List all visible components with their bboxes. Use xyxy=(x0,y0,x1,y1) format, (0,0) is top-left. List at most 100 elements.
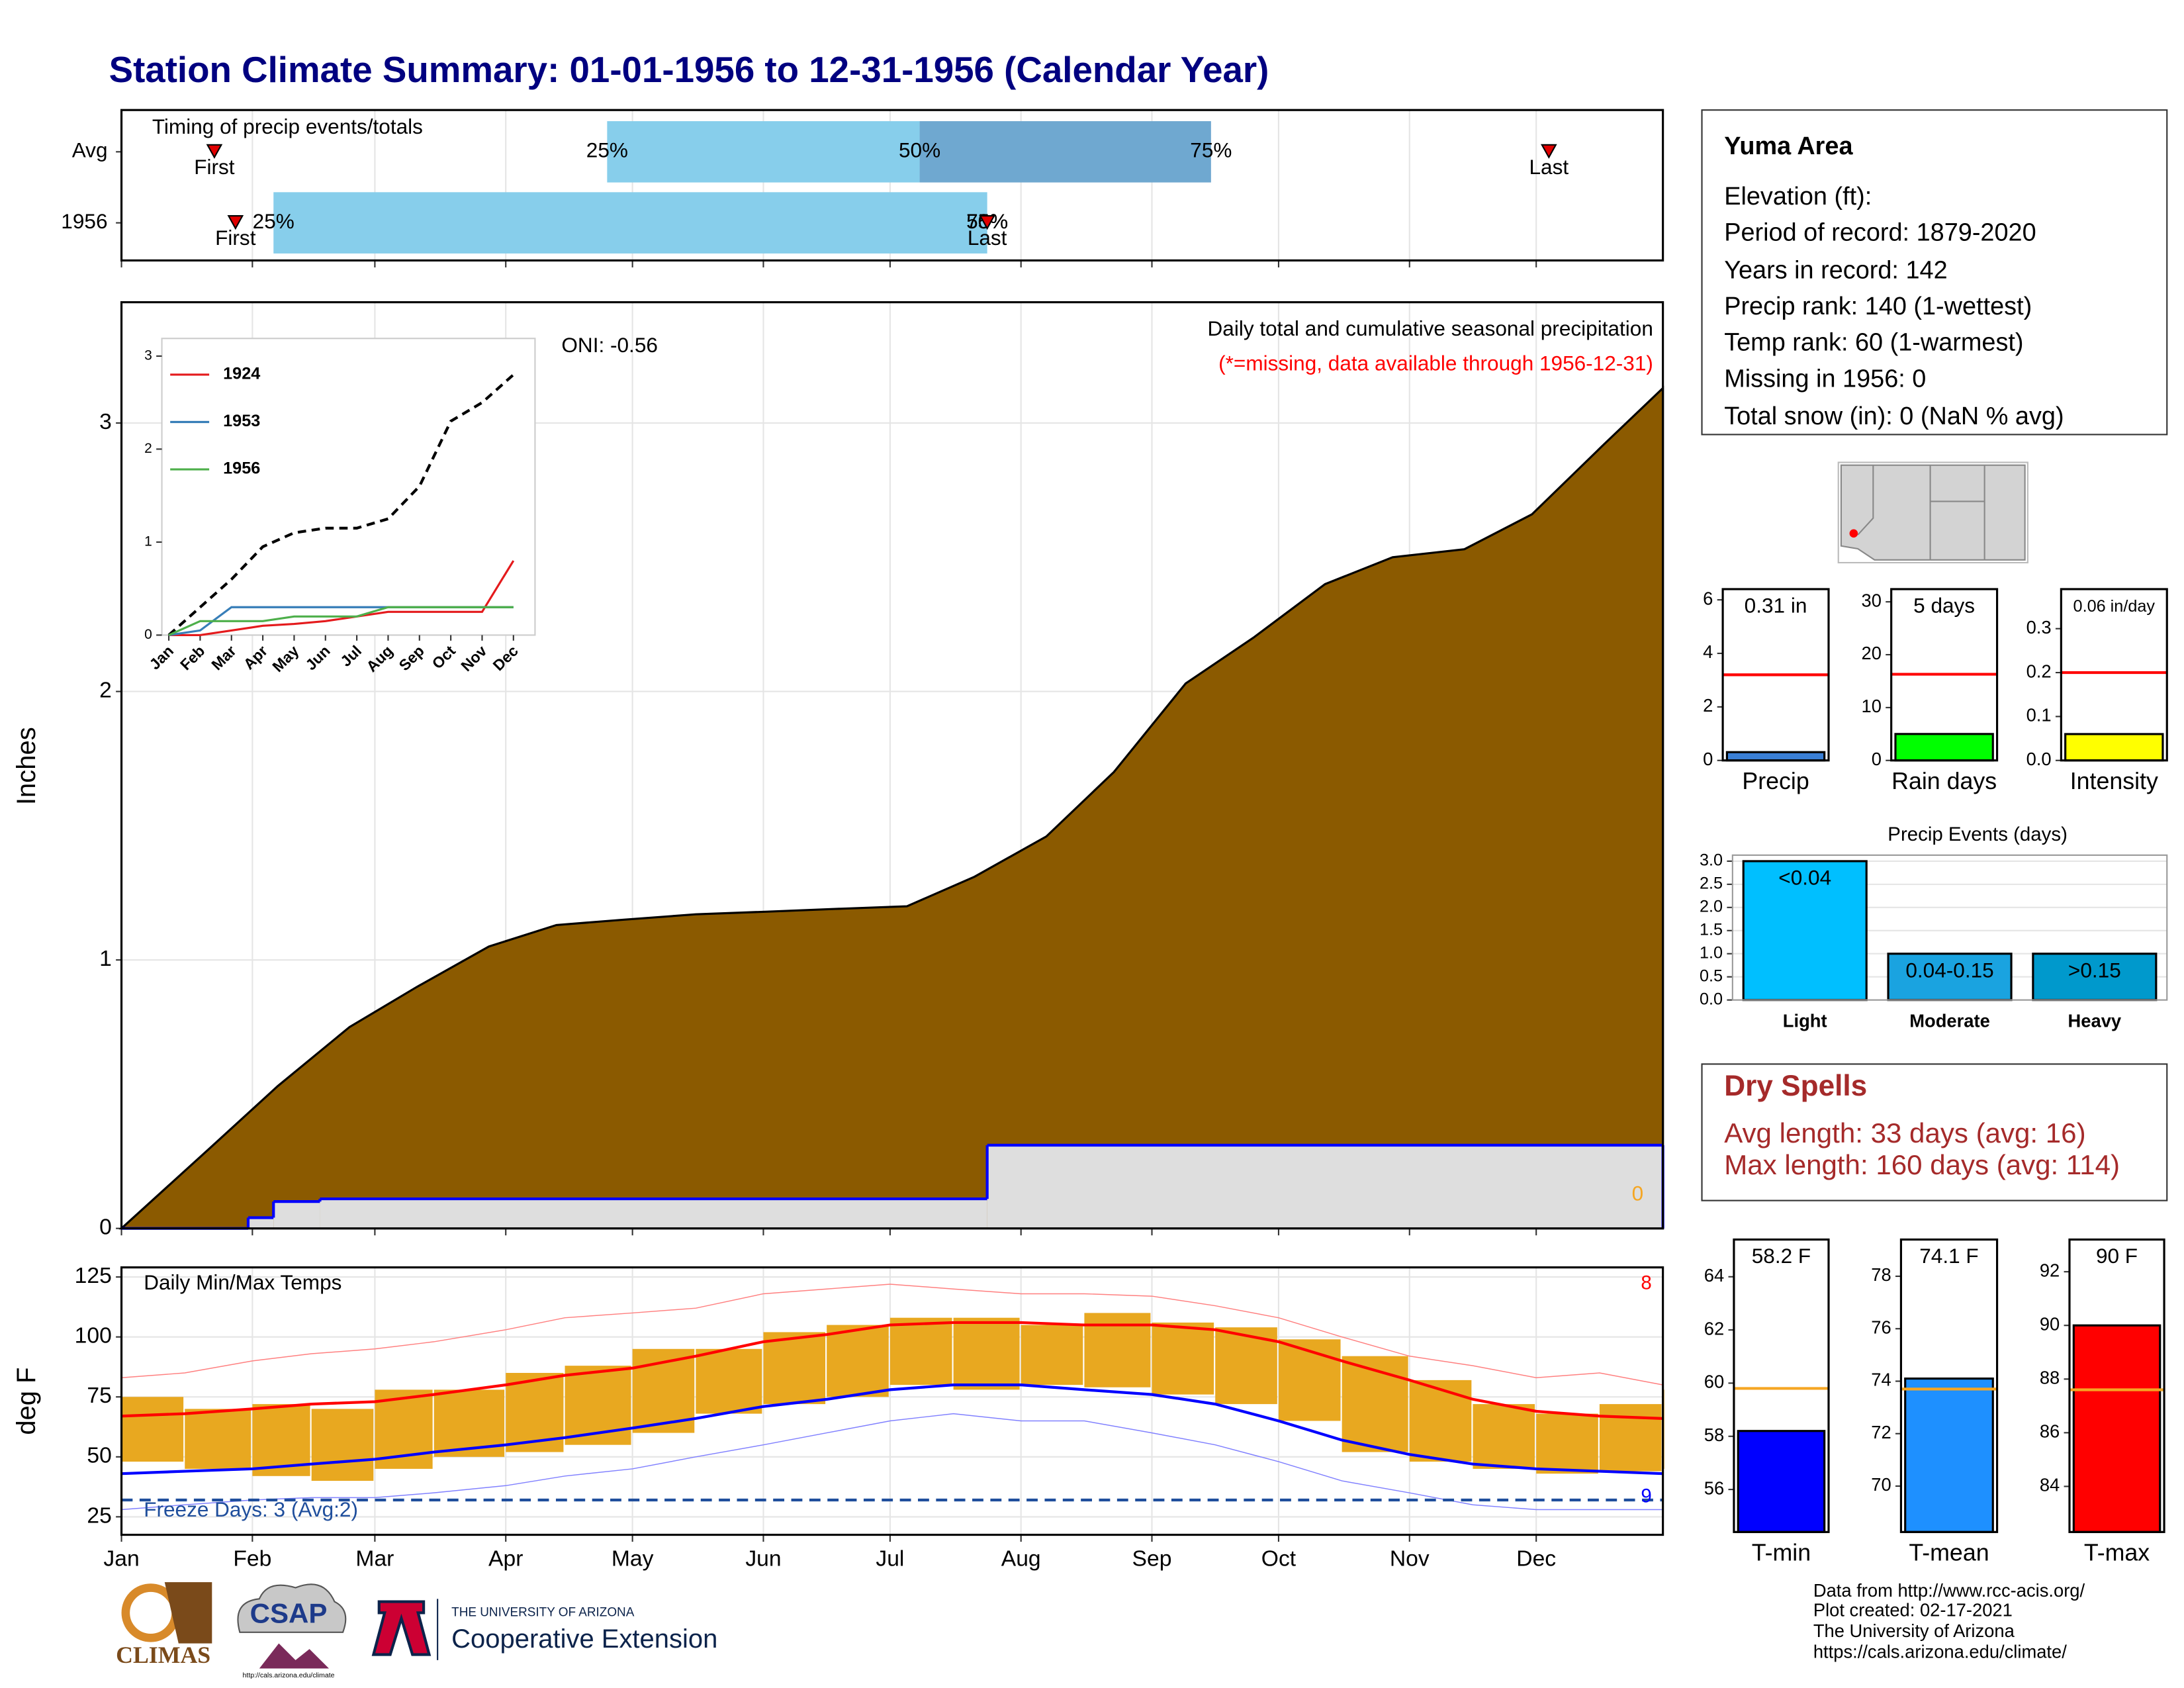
logo-shape xyxy=(164,1582,212,1644)
x-tick-label: Mar xyxy=(355,1546,394,1571)
quantile-bar xyxy=(273,192,987,254)
observed-area xyxy=(320,1199,987,1229)
plot-frame xyxy=(1890,588,1999,762)
inset-background xyxy=(161,338,536,636)
quantile-label: 25% xyxy=(253,209,295,233)
temperature-line xyxy=(121,1413,1663,1511)
bar xyxy=(1742,860,1868,1002)
y-tick-label: 75 xyxy=(87,1383,111,1408)
y-tick-label: 88 xyxy=(2040,1368,2060,1388)
legend-label: 1924 xyxy=(223,365,260,383)
dry-spells-line: Max length: 160 days (avg: 114) xyxy=(1724,1149,2120,1180)
temperature-bar xyxy=(1536,1413,1598,1474)
y-tick-label: 58 xyxy=(1704,1425,1724,1445)
station-line: Elevation (ft): xyxy=(1724,183,1872,211)
plot-frame xyxy=(1733,1238,1830,1533)
x-axis-label: Rain days xyxy=(1891,768,1997,794)
x-axis-label: T-max xyxy=(2084,1539,2150,1566)
page-title: Station Climate Summary: 01-01-1956 to 1… xyxy=(109,49,1269,90)
x-tick-label: May xyxy=(612,1546,654,1571)
x-tick-label: Jan xyxy=(103,1546,139,1571)
quantile-label: 50% xyxy=(899,138,940,162)
y-tick-label: 50 xyxy=(87,1444,111,1468)
temperature-bar xyxy=(1021,1325,1083,1385)
csap-logo: CSAP http://cals.arizona.edu/climate xyxy=(237,1583,347,1679)
value-label: 5 days xyxy=(1913,594,1975,618)
legend-label: 1956 xyxy=(223,459,260,478)
value-label: 0.31 in xyxy=(1745,594,1807,618)
x-tick-label: Sep xyxy=(1132,1546,1172,1571)
temperature-line xyxy=(121,1383,1663,1476)
y-tick-label: 4 xyxy=(1703,641,1713,662)
event-label: Last xyxy=(1529,155,1569,179)
y-tick-label: 3.0 xyxy=(1700,851,1723,870)
quantile-label: 25% xyxy=(586,138,628,162)
station-line: Years in record: 142 xyxy=(1724,256,1947,284)
x-tick-label: Apr xyxy=(488,1546,523,1571)
dry-spells-panel xyxy=(1701,1063,2168,1201)
y-tick-label: 125 xyxy=(75,1264,112,1288)
station-location xyxy=(1849,529,1858,538)
station-line: Period of record: 1879-2020 xyxy=(1724,218,2036,246)
quantile-bar xyxy=(607,121,920,183)
y-tick-label: 10 xyxy=(1862,696,1882,716)
y-tick-label: 84 xyxy=(2040,1475,2060,1495)
temperature-line xyxy=(121,1284,1663,1385)
y-tick-label: 2 xyxy=(1703,695,1713,716)
logo-text: THE UNIVERSITY OF ARIZONA xyxy=(451,1605,635,1619)
logo-shape xyxy=(237,1583,347,1633)
bar xyxy=(1887,953,2013,1002)
y-tick-label: 1956 xyxy=(61,209,107,233)
y-tick-label: 3 xyxy=(144,348,152,363)
footer-line: https://cals.arizona.edu/climate/ xyxy=(1813,1642,2067,1662)
temperature-line xyxy=(121,1321,1663,1420)
value-label: 90 F xyxy=(2096,1244,2138,1268)
y-tick-label: 0 xyxy=(1872,749,1882,769)
panel-title: Precip Events (days) xyxy=(1888,823,2068,845)
y-tick-label: 30 xyxy=(1862,590,1882,610)
dry-spells-line: Avg length: 33 days (avg: 16) xyxy=(1724,1117,2085,1149)
record-high-count: 8 xyxy=(1641,1272,1651,1294)
plot-frame xyxy=(2060,588,2168,762)
y-tick-label: 1.0 xyxy=(1700,943,1723,962)
y-tick-label: 3 xyxy=(99,410,112,434)
y-tick-label: 86 xyxy=(2040,1421,2060,1442)
x-tick-label: Light xyxy=(1783,1011,1827,1031)
record-low-count: 9 xyxy=(1641,1485,1651,1507)
inset-line xyxy=(167,373,515,636)
bar xyxy=(1904,1377,1994,1533)
map-land xyxy=(1840,464,2026,561)
x-axis-label: T-mean xyxy=(1909,1539,1989,1566)
y-tick-label: 2.5 xyxy=(1700,874,1723,893)
x-tick-label: Jul xyxy=(876,1546,904,1571)
event-marker xyxy=(1541,144,1557,159)
dry-spells-title: Dry Spells xyxy=(1724,1070,1867,1102)
temperature-bar xyxy=(1342,1356,1408,1452)
y-tick-label: 90 xyxy=(2040,1313,2060,1334)
panel-title: Timing of precip events/totals xyxy=(152,115,423,138)
station-line: Total snow (in): 0 (NaN % avg) xyxy=(1724,402,2064,430)
cumulative-average-area xyxy=(118,385,1664,1230)
x-tick-label: Jun xyxy=(745,1546,781,1571)
station-name: Yuma Area xyxy=(1724,132,1853,160)
y-tick-label: 0.2 xyxy=(2026,661,2052,681)
value-label: 0.06 in/day xyxy=(2073,597,2156,616)
x-tick-label: Heavy xyxy=(2068,1011,2122,1031)
bar xyxy=(1737,1430,1826,1533)
temperature-bar xyxy=(827,1325,889,1397)
y-tick-label: 62 xyxy=(1704,1318,1724,1338)
y-tick-label: 1.5 xyxy=(1700,920,1723,939)
y-axis-label: deg F xyxy=(12,1367,41,1434)
value-label: >0.15 xyxy=(2068,958,2121,982)
plot-frame xyxy=(120,109,1664,262)
value-label: <0.04 xyxy=(1778,866,1831,890)
y-tick-label: 56 xyxy=(1704,1477,1724,1498)
locator-map xyxy=(1837,461,2028,564)
panel-title: Daily Min/Max Temps xyxy=(144,1270,341,1294)
plot-frame xyxy=(1899,1238,1999,1533)
observed-area xyxy=(273,1201,320,1229)
observed-area xyxy=(987,1145,1663,1229)
y-tick-label: 2 xyxy=(99,678,112,702)
